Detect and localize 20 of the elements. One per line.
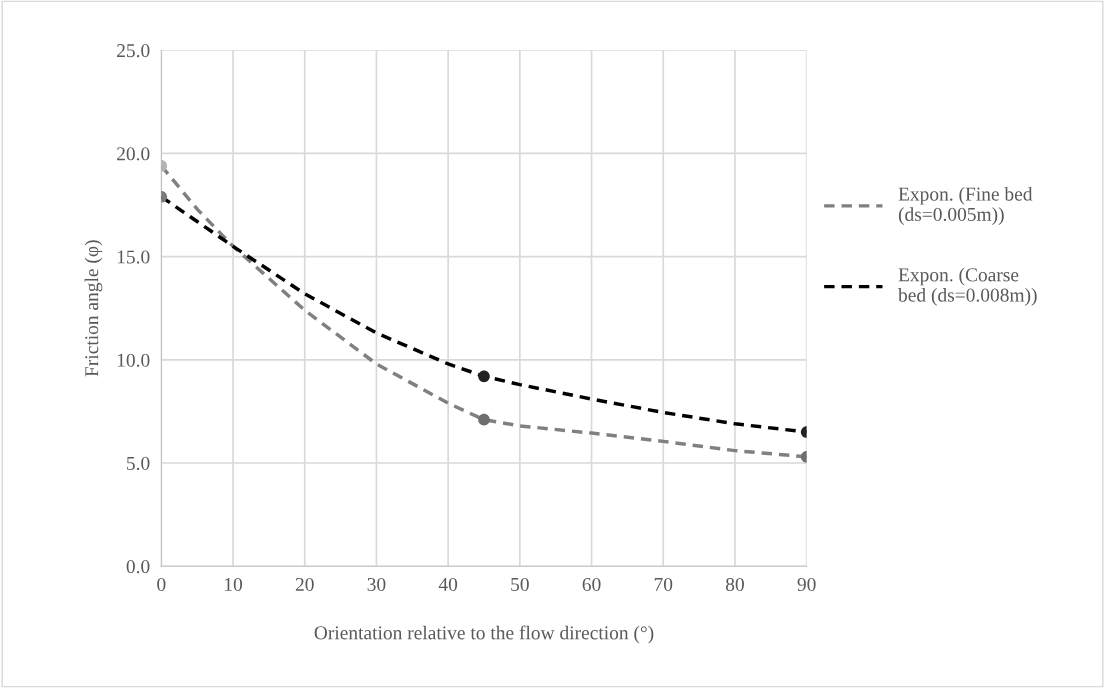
y-axis-title: Friction angle (φ) (84, 240, 103, 377)
legend-label: Expon. (Fine bed (ds=0.005m)) (898, 186, 1033, 225)
x-tick-label: 10 (225, 577, 243, 592)
x-tick-label: 40 (438, 577, 458, 592)
x-tick-label: 20 (295, 577, 314, 592)
y-tick-label: 15.0 (117, 250, 150, 264)
x-tick-label: 60 (582, 577, 601, 592)
x-tick-label: 50 (511, 577, 529, 592)
x-tick-label: 0 (157, 577, 166, 592)
x-axis-title: Orientation relative to the flow direction (°) (314, 625, 654, 644)
legend-label: Expon. (Coarse bed (ds=0.008m)) (898, 267, 1037, 306)
x-tick-label: 90 (797, 577, 816, 592)
x-tick-label: 70 (654, 577, 673, 592)
y-tick-label: 5.0 (127, 456, 150, 471)
x-tick-label: 80 (725, 577, 744, 592)
y-tick-label: 20.0 (117, 147, 150, 161)
x-tick-label: 30 (367, 577, 386, 592)
y-tick-label: 10.0 (117, 353, 150, 367)
y-tick-label: 25.0 (117, 44, 150, 58)
y-tick-label: 0.0 (126, 560, 150, 574)
